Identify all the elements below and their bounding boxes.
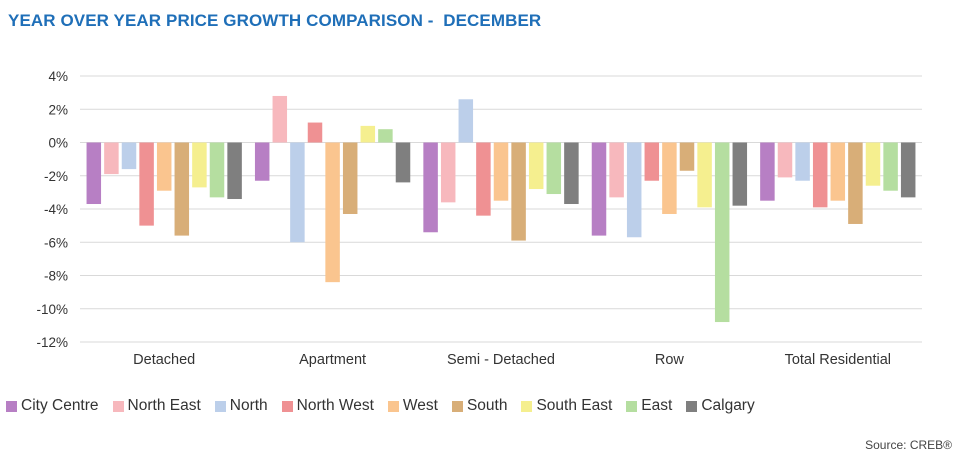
- bar-north-east: [609, 142, 624, 198]
- source-note: Source: CREB®: [865, 438, 952, 452]
- legend-item: West: [387, 397, 438, 415]
- bar-east: [378, 129, 393, 143]
- bar-calgary: [227, 142, 242, 200]
- y-tick-label: 0%: [48, 136, 68, 151]
- bar-west: [830, 142, 846, 201]
- bar-east: [546, 142, 562, 195]
- bar-north: [290, 142, 305, 243]
- bar-south: [848, 142, 863, 224]
- legend-item: South: [451, 397, 508, 415]
- bar-city-centre: [86, 142, 102, 205]
- bar-south: [342, 142, 358, 214]
- legend-label: South: [466, 397, 508, 414]
- bar-north-east: [104, 142, 119, 175]
- bar-city-centre: [423, 142, 438, 233]
- legend-swatch: [451, 400, 463, 412]
- bar-north: [121, 142, 137, 170]
- bar-calgary: [900, 142, 916, 198]
- bar-west: [325, 142, 340, 283]
- bar-south: [511, 142, 526, 241]
- legend-item: South East: [521, 397, 612, 415]
- legend-label: Calgary: [701, 397, 755, 414]
- legend: City Centre North East North North West West…: [6, 397, 769, 415]
- y-tick-label: -10%: [36, 302, 68, 317]
- legend-swatch: [686, 400, 698, 412]
- legend-item: North: [214, 397, 268, 415]
- legend-label: East: [641, 397, 673, 414]
- legend-item: East: [626, 397, 672, 415]
- legend-label: North East: [127, 397, 201, 414]
- legend-label: West: [402, 397, 438, 414]
- bar-south: [174, 142, 190, 236]
- y-tick-label: -4%: [44, 202, 68, 217]
- bar-west: [662, 142, 677, 214]
- y-tick-label: -12%: [36, 335, 68, 350]
- bar-north-west: [476, 142, 491, 216]
- legend-item: North West: [281, 397, 374, 415]
- bar-south-east: [360, 125, 376, 143]
- y-tick-label: 4%: [48, 69, 68, 84]
- y-tick-label: -2%: [44, 169, 68, 184]
- bar-city-centre: [254, 142, 270, 181]
- x-tick-label: Detached: [133, 352, 195, 368]
- bar-chart: 4% 2% 0% -2% -4% -6% -8% -10% -12% Detached Apartm…: [36, 69, 922, 368]
- bar-east: [714, 142, 730, 323]
- legend-item: City Centre: [6, 397, 99, 415]
- x-tick-label: Row: [655, 352, 685, 368]
- bar-west: [156, 142, 172, 191]
- bar-south-east: [865, 142, 881, 186]
- legend-swatch: [521, 400, 533, 412]
- legend-swatch: [214, 400, 226, 412]
- bar-north: [626, 142, 642, 238]
- legend-label: North: [229, 397, 268, 414]
- legend-swatch: [112, 400, 124, 412]
- bar-east: [209, 142, 225, 198]
- legend-label: City Centre: [21, 397, 99, 414]
- legend-label: South East: [536, 397, 613, 414]
- legend-swatch: [387, 400, 399, 412]
- bar-south: [679, 142, 695, 171]
- bar-north-east: [440, 142, 456, 203]
- bar-calgary: [564, 142, 579, 205]
- legend-item: Calgary: [686, 397, 755, 415]
- bar-north: [795, 142, 810, 181]
- legend-swatch: [281, 400, 293, 412]
- x-tick-label: Semi - Detached: [447, 352, 555, 368]
- legend-swatch: [626, 400, 638, 412]
- bar-west: [493, 142, 509, 201]
- bar-south-east: [192, 142, 207, 188]
- y-tick-label: -8%: [44, 269, 68, 284]
- bar-north-west: [644, 142, 660, 181]
- y-tick-label: 2%: [48, 102, 68, 117]
- bar-north-east: [272, 95, 288, 143]
- bar-north-west: [307, 122, 323, 143]
- bar-south-east: [528, 142, 544, 190]
- legend-swatch: [6, 400, 17, 412]
- y-tick-label: -6%: [44, 235, 68, 250]
- x-tick-label: Total Residential: [785, 352, 891, 368]
- chart-title: YEAR OVER YEAR PRICE GROWTH COMPARISON -…: [8, 11, 542, 30]
- bar-north: [458, 99, 474, 143]
- bar-north-west: [812, 142, 828, 208]
- legend-label: North West: [296, 397, 374, 414]
- bar-city-centre: [591, 142, 607, 236]
- legend-item: North East: [112, 397, 201, 415]
- bar-south-east: [697, 142, 712, 208]
- bar-city-centre: [760, 142, 775, 201]
- bar-north-west: [139, 142, 154, 226]
- bar-calgary: [395, 142, 411, 183]
- bar-calgary: [732, 142, 748, 206]
- x-tick-label: Apartment: [299, 352, 366, 368]
- bar-north-east: [777, 142, 793, 178]
- bar-east: [883, 142, 898, 191]
